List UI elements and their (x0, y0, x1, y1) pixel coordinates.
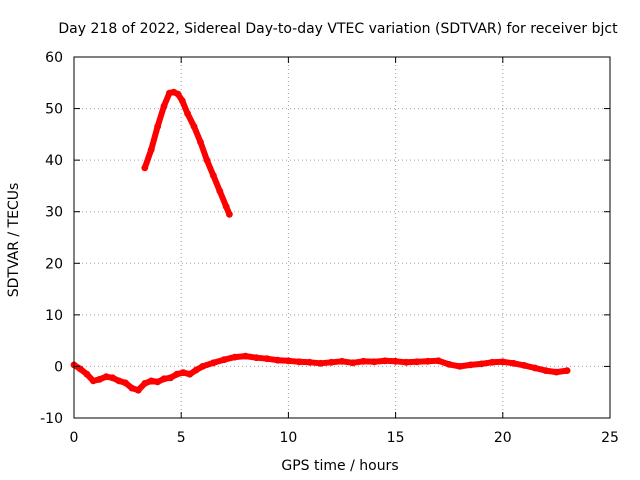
data-point (89, 377, 97, 385)
y-tick-label: 50 (45, 102, 63, 118)
y-tick-label: 30 (45, 205, 63, 221)
axes: 0 5 10 15 20 25 -10 0 10 20 30 40 50 60 (40, 50, 619, 446)
data-point (435, 357, 442, 365)
data-point (510, 359, 517, 367)
data-point (160, 102, 168, 110)
data-point (141, 380, 149, 387)
data-point (192, 366, 200, 374)
data-point (96, 375, 104, 383)
data-point (402, 358, 410, 366)
x-tick-label: 25 (601, 430, 619, 446)
data-point (173, 370, 181, 378)
data-point (226, 210, 233, 218)
data-point (499, 358, 507, 366)
data-point (381, 357, 389, 365)
data-point (222, 203, 230, 211)
data-point (478, 360, 485, 368)
data-point (220, 356, 228, 364)
data-point (167, 374, 174, 382)
data-point (295, 358, 303, 366)
grid (74, 57, 610, 418)
y-tick-label: -10 (40, 411, 63, 427)
data-point (231, 353, 239, 361)
data-point (184, 110, 192, 118)
data-point (179, 369, 187, 376)
data-point (424, 357, 432, 365)
data-point (147, 377, 155, 385)
data-point (413, 358, 421, 366)
data-point (203, 156, 211, 164)
data-point (360, 357, 367, 365)
data-point (147, 146, 155, 154)
data-point (285, 357, 292, 365)
data-point (317, 359, 324, 367)
data-point (134, 386, 142, 394)
series-layer (70, 88, 571, 394)
series-arc-2 (70, 352, 571, 394)
data-point (186, 370, 194, 378)
data-point (542, 367, 550, 374)
data-point (531, 364, 539, 372)
data-point (160, 375, 168, 383)
y-tick-label: 0 (54, 359, 63, 375)
data-point (327, 358, 335, 366)
data-point (199, 363, 207, 370)
plot-frame (73, 56, 611, 419)
data-point (109, 374, 116, 382)
data-point (306, 358, 314, 366)
data-point (520, 362, 528, 369)
data-point (77, 365, 84, 373)
series-arc-1 (141, 88, 233, 218)
series-line (141, 89, 233, 218)
data-point (178, 97, 186, 105)
data-point (83, 370, 91, 378)
data-point (216, 187, 224, 195)
x-tick-label: 0 (70, 430, 79, 446)
y-tick-label: 10 (45, 308, 63, 324)
data-point (563, 367, 571, 374)
data-point (445, 361, 453, 368)
y-tick-label: 40 (45, 153, 63, 169)
data-point (154, 123, 162, 130)
y-tick-label: 60 (45, 50, 63, 66)
data-point (338, 357, 346, 365)
data-point (197, 138, 204, 146)
x-tick-label: 10 (279, 430, 297, 446)
data-point (242, 352, 249, 360)
data-point (252, 354, 260, 362)
data-point (115, 377, 123, 385)
data-point (154, 378, 162, 386)
x-tick-label: 5 (177, 430, 186, 446)
data-point (370, 358, 378, 366)
data-point (128, 384, 136, 392)
data-point (349, 359, 357, 367)
data-point (467, 361, 474, 369)
data-point (392, 357, 399, 365)
x-axis-label: GPS time / hours (281, 458, 398, 474)
data-point (210, 359, 217, 367)
data-point (102, 373, 110, 381)
x-tick-label: 20 (494, 430, 512, 446)
y-tick-label: 20 (45, 256, 63, 272)
data-point (274, 356, 282, 364)
data-point (122, 379, 129, 387)
data-point (456, 363, 464, 370)
data-point (141, 164, 149, 172)
data-point (488, 358, 496, 366)
data-point (210, 172, 217, 180)
data-point (174, 90, 182, 98)
chart-title: Day 218 of 2022, Sidereal Day-to-day VTE… (58, 21, 618, 37)
data-point (263, 355, 271, 363)
x-tick-label: 15 (387, 430, 405, 446)
data-point (553, 368, 560, 376)
y-axis-label: SDTVAR / TECUs (6, 183, 22, 298)
data-point (190, 123, 198, 130)
